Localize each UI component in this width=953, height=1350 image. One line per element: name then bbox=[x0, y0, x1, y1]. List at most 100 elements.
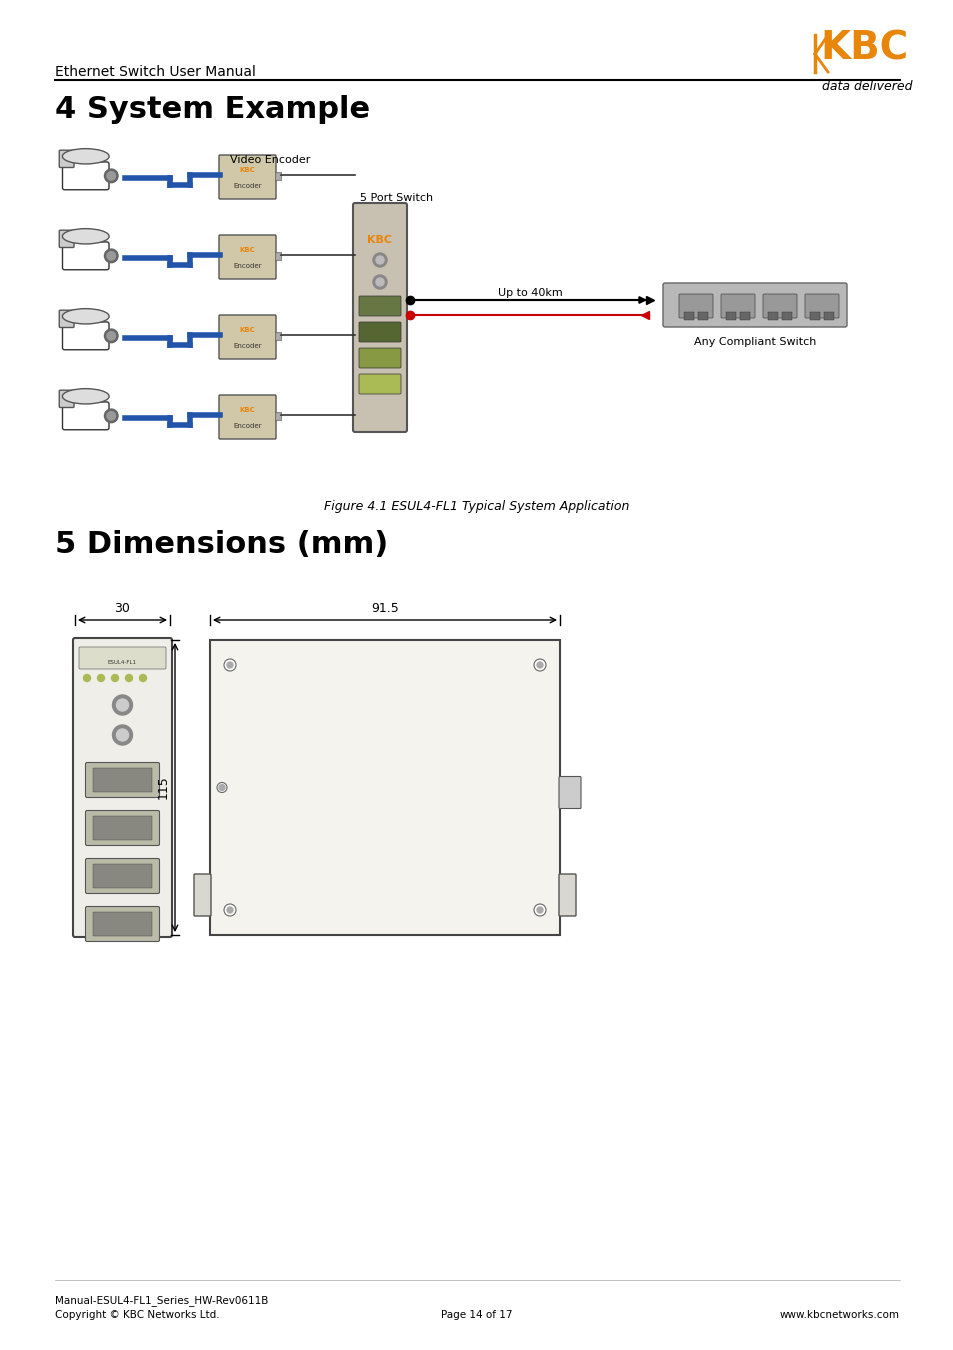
Ellipse shape bbox=[62, 148, 109, 163]
Circle shape bbox=[112, 725, 132, 745]
FancyBboxPatch shape bbox=[63, 162, 109, 190]
Text: Video Encoder: Video Encoder bbox=[230, 155, 310, 165]
FancyBboxPatch shape bbox=[809, 312, 820, 320]
Circle shape bbox=[534, 904, 545, 917]
FancyBboxPatch shape bbox=[219, 235, 275, 279]
FancyBboxPatch shape bbox=[210, 640, 559, 936]
Text: KBC: KBC bbox=[239, 247, 255, 252]
Circle shape bbox=[537, 662, 542, 668]
FancyBboxPatch shape bbox=[767, 312, 778, 320]
Text: 91.5: 91.5 bbox=[371, 602, 398, 616]
FancyBboxPatch shape bbox=[59, 390, 74, 408]
Text: Encoder: Encoder bbox=[233, 263, 261, 269]
Circle shape bbox=[375, 278, 384, 286]
Circle shape bbox=[534, 659, 545, 671]
Circle shape bbox=[375, 256, 384, 265]
FancyBboxPatch shape bbox=[823, 312, 833, 320]
FancyBboxPatch shape bbox=[63, 321, 109, 350]
FancyBboxPatch shape bbox=[781, 312, 791, 320]
FancyBboxPatch shape bbox=[725, 312, 735, 320]
Text: Copyright © KBC Networks Ltd.: Copyright © KBC Networks Ltd. bbox=[55, 1310, 219, 1320]
Circle shape bbox=[104, 409, 118, 423]
FancyBboxPatch shape bbox=[679, 294, 712, 319]
Circle shape bbox=[224, 659, 235, 671]
Text: www.kbcnetworks.com: www.kbcnetworks.com bbox=[780, 1310, 899, 1320]
FancyBboxPatch shape bbox=[762, 294, 796, 319]
FancyBboxPatch shape bbox=[720, 294, 754, 319]
FancyBboxPatch shape bbox=[358, 374, 400, 394]
Circle shape bbox=[84, 675, 91, 682]
Circle shape bbox=[116, 729, 129, 741]
FancyBboxPatch shape bbox=[86, 763, 159, 798]
Circle shape bbox=[107, 332, 115, 340]
FancyBboxPatch shape bbox=[274, 252, 281, 261]
Text: Page 14 of 17: Page 14 of 17 bbox=[441, 1310, 512, 1320]
Text: KBC: KBC bbox=[820, 30, 907, 68]
FancyBboxPatch shape bbox=[353, 202, 407, 432]
Text: data delivered: data delivered bbox=[821, 80, 911, 93]
Circle shape bbox=[107, 412, 115, 420]
Text: 5 Dimensions (mm): 5 Dimensions (mm) bbox=[55, 531, 388, 559]
FancyBboxPatch shape bbox=[804, 294, 838, 319]
Circle shape bbox=[126, 675, 132, 682]
Circle shape bbox=[107, 171, 115, 180]
Text: 5 Port Switch: 5 Port Switch bbox=[359, 193, 433, 202]
Circle shape bbox=[537, 907, 542, 913]
Circle shape bbox=[97, 675, 105, 682]
Text: Encoder: Encoder bbox=[233, 423, 261, 429]
Circle shape bbox=[112, 675, 118, 682]
FancyBboxPatch shape bbox=[63, 242, 109, 270]
FancyBboxPatch shape bbox=[698, 312, 707, 320]
FancyBboxPatch shape bbox=[59, 231, 74, 247]
Circle shape bbox=[373, 275, 387, 289]
FancyBboxPatch shape bbox=[63, 402, 109, 429]
FancyBboxPatch shape bbox=[92, 913, 152, 936]
Text: Ethernet Switch User Manual: Ethernet Switch User Manual bbox=[55, 65, 255, 80]
FancyBboxPatch shape bbox=[358, 348, 400, 369]
FancyBboxPatch shape bbox=[274, 332, 281, 340]
Circle shape bbox=[139, 675, 147, 682]
Text: KBC: KBC bbox=[239, 327, 255, 333]
Text: KBC: KBC bbox=[239, 406, 255, 413]
FancyBboxPatch shape bbox=[59, 310, 74, 328]
Circle shape bbox=[373, 252, 387, 267]
FancyBboxPatch shape bbox=[92, 815, 152, 840]
Circle shape bbox=[104, 248, 118, 263]
Circle shape bbox=[112, 695, 132, 716]
FancyBboxPatch shape bbox=[86, 810, 159, 845]
FancyBboxPatch shape bbox=[86, 906, 159, 941]
FancyBboxPatch shape bbox=[274, 412, 281, 420]
Text: KBC: KBC bbox=[367, 235, 392, 244]
FancyBboxPatch shape bbox=[79, 647, 166, 670]
Circle shape bbox=[104, 169, 118, 182]
FancyBboxPatch shape bbox=[683, 312, 693, 320]
FancyBboxPatch shape bbox=[662, 284, 846, 327]
FancyBboxPatch shape bbox=[219, 315, 275, 359]
FancyBboxPatch shape bbox=[358, 323, 400, 342]
FancyBboxPatch shape bbox=[358, 296, 400, 316]
FancyBboxPatch shape bbox=[193, 873, 211, 917]
FancyBboxPatch shape bbox=[73, 639, 172, 937]
Circle shape bbox=[116, 699, 129, 711]
Circle shape bbox=[107, 251, 115, 261]
Text: Any Compliant Switch: Any Compliant Switch bbox=[693, 338, 816, 347]
Circle shape bbox=[227, 662, 233, 668]
FancyBboxPatch shape bbox=[274, 171, 281, 180]
FancyBboxPatch shape bbox=[59, 150, 74, 167]
Circle shape bbox=[224, 904, 235, 917]
Text: Figure 4.1 ESUL4-FL1 Typical System Application: Figure 4.1 ESUL4-FL1 Typical System Appl… bbox=[324, 500, 629, 513]
FancyBboxPatch shape bbox=[92, 864, 152, 888]
FancyBboxPatch shape bbox=[92, 768, 152, 792]
FancyBboxPatch shape bbox=[558, 776, 580, 809]
Text: Manual-ESUL4-FL1_Series_HW-Rev0611B: Manual-ESUL4-FL1_Series_HW-Rev0611B bbox=[55, 1295, 268, 1305]
Ellipse shape bbox=[62, 389, 109, 404]
Text: 30: 30 bbox=[114, 602, 131, 616]
FancyBboxPatch shape bbox=[86, 859, 159, 894]
FancyBboxPatch shape bbox=[219, 155, 275, 198]
Text: Up to 40km: Up to 40km bbox=[497, 288, 561, 298]
Circle shape bbox=[227, 907, 233, 913]
Text: KBC: KBC bbox=[239, 167, 255, 173]
FancyBboxPatch shape bbox=[558, 873, 576, 917]
FancyBboxPatch shape bbox=[219, 396, 275, 439]
Text: ESUL4-FL1: ESUL4-FL1 bbox=[108, 660, 137, 666]
